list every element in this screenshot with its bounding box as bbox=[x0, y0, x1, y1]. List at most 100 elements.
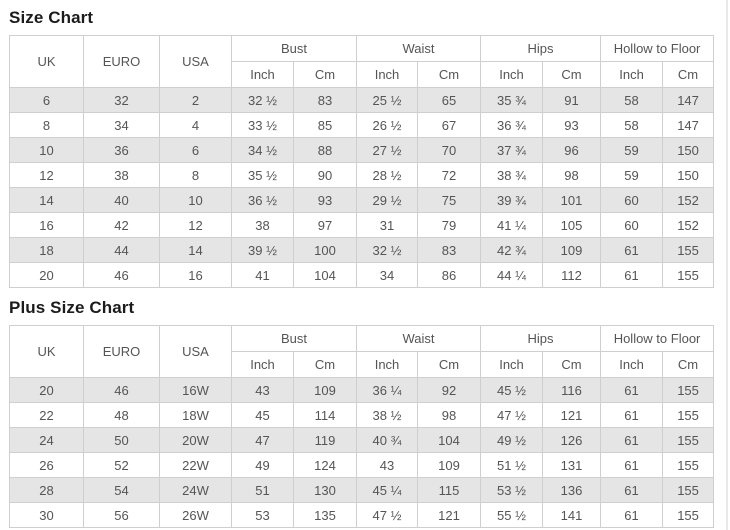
table-cell: 55 ½ bbox=[480, 502, 544, 528]
table-cell: 147 bbox=[662, 112, 715, 138]
table-cell: 54 bbox=[83, 477, 160, 503]
table-cell: 42 bbox=[83, 212, 160, 238]
table-cell: 60 bbox=[600, 187, 664, 213]
table-cell: 60 bbox=[600, 212, 664, 238]
table-row: 14 40 10 36 ½ 93 29 ½ 75 39 ¾ 101 60 152 bbox=[9, 187, 715, 213]
plus-size-chart-table: UK EURO USA Bust Waist Hips Hollow to Fl… bbox=[9, 325, 715, 528]
table-cell: 38 ¾ bbox=[480, 162, 544, 188]
table-cell: 45 bbox=[231, 402, 294, 428]
table-cell: 10 bbox=[9, 137, 84, 163]
size-chart-table: UK EURO USA Bust Waist Hips Hollow to Fl… bbox=[9, 35, 715, 288]
col-group-hollow-to-floor: Hollow to Floor bbox=[600, 35, 715, 62]
table-cell: 61 bbox=[600, 237, 664, 263]
table-cell: 61 bbox=[600, 502, 664, 528]
table-cell: 41 bbox=[231, 262, 294, 288]
table-cell: 141 bbox=[542, 502, 602, 528]
table-cell: 40 bbox=[83, 187, 160, 213]
table-cell: 98 bbox=[417, 402, 482, 428]
table-cell: 150 bbox=[662, 162, 715, 188]
table-cell: 150 bbox=[662, 137, 715, 163]
table-cell: 39 ¾ bbox=[480, 187, 544, 213]
table-cell: 12 bbox=[159, 212, 232, 238]
col-subheader-inch: Inch bbox=[480, 61, 544, 88]
table-cell: 61 bbox=[600, 402, 664, 428]
table-cell: 101 bbox=[542, 187, 602, 213]
table-cell: 88 bbox=[292, 137, 358, 163]
table-cell: 20 bbox=[9, 262, 84, 288]
table-cell: 105 bbox=[542, 212, 602, 238]
table-cell: 109 bbox=[292, 377, 358, 403]
table-cell: 2 bbox=[159, 87, 232, 113]
table-cell: 52 bbox=[83, 452, 160, 478]
table-cell: 36 ½ bbox=[231, 187, 294, 213]
table-cell: 56 bbox=[83, 502, 160, 528]
table-cell: 48 bbox=[83, 402, 160, 428]
table-cell: 20W bbox=[159, 427, 232, 453]
col-subheader-inch: Inch bbox=[600, 61, 664, 88]
table-cell: 100 bbox=[292, 237, 358, 263]
table-cell: 98 bbox=[542, 162, 602, 188]
table-cell: 16 bbox=[159, 262, 232, 288]
table-cell: 152 bbox=[662, 212, 715, 238]
table-cell: 29 ½ bbox=[356, 187, 419, 213]
plus-size-chart-title: Plus Size Chart bbox=[9, 298, 135, 317]
table-cell: 93 bbox=[292, 187, 358, 213]
col-group-waist: Waist bbox=[356, 325, 482, 352]
table-cell: 43 bbox=[231, 377, 294, 403]
table-cell: 41 ¼ bbox=[480, 212, 544, 238]
table-cell: 155 bbox=[662, 262, 715, 288]
table-cell: 155 bbox=[662, 427, 715, 453]
col-subheader-inch: Inch bbox=[480, 351, 544, 378]
col-header-usa: USA bbox=[159, 325, 232, 378]
table-cell: 155 bbox=[662, 477, 715, 503]
col-header-usa: USA bbox=[159, 35, 232, 88]
table-cell: 10 bbox=[159, 187, 232, 213]
table-cell: 61 bbox=[600, 377, 664, 403]
col-header-uk: UK bbox=[9, 35, 84, 88]
col-header-euro: EURO bbox=[83, 325, 160, 378]
col-subheader-inch: Inch bbox=[231, 61, 294, 88]
col-group-waist: Waist bbox=[356, 35, 482, 62]
plus-size-chart-table-body: 20 46 16W 43 109 36 ¼ 92 45 ½ 116 61 155 22 48 18W 45 1… bbox=[9, 377, 715, 528]
table-cell: 96 bbox=[542, 137, 602, 163]
table-row: 20 46 16 41 104 34 86 44 ¼ 112 61 155 bbox=[9, 262, 715, 288]
table-cell: 93 bbox=[542, 112, 602, 138]
col-subheader-inch: Inch bbox=[231, 351, 294, 378]
table-cell: 126 bbox=[542, 427, 602, 453]
table-cell: 115 bbox=[417, 477, 482, 503]
col-subheader-cm: Cm bbox=[542, 61, 602, 88]
table-cell: 18W bbox=[159, 402, 232, 428]
table-cell: 32 ½ bbox=[231, 87, 294, 113]
table-row: 24 50 20W 47 119 40 ¾ 104 49 ½ 126 61 155 bbox=[9, 427, 715, 453]
table-cell: 61 bbox=[600, 452, 664, 478]
col-subheader-cm: Cm bbox=[417, 351, 482, 378]
table-cell: 45 ½ bbox=[480, 377, 544, 403]
col-subheader-cm: Cm bbox=[542, 351, 602, 378]
table-cell: 34 ½ bbox=[231, 137, 294, 163]
table-row: 10 36 6 34 ½ 88 27 ½ 70 37 ¾ 96 59 150 bbox=[9, 137, 715, 163]
col-subheader-cm: Cm bbox=[662, 351, 715, 378]
table-cell: 155 bbox=[662, 402, 715, 428]
table-cell: 22 bbox=[9, 402, 84, 428]
table-cell: 61 bbox=[600, 477, 664, 503]
col-header-euro: EURO bbox=[83, 35, 160, 88]
table-row: 18 44 14 39 ½ 100 32 ½ 83 42 ¾ 109 61 155 bbox=[9, 237, 715, 263]
table-cell: 47 ½ bbox=[480, 402, 544, 428]
col-header-uk: UK bbox=[9, 325, 84, 378]
table-cell: 49 ½ bbox=[480, 427, 544, 453]
col-group-hollow-to-floor: Hollow to Floor bbox=[600, 325, 715, 352]
table-cell: 47 ½ bbox=[356, 502, 419, 528]
col-subheader-inch: Inch bbox=[356, 61, 419, 88]
table-cell: 58 bbox=[600, 112, 664, 138]
table-cell: 35 ¾ bbox=[480, 87, 544, 113]
table-row: 26 52 22W 49 124 43 109 51 ½ 131 61 155 bbox=[9, 452, 715, 478]
table-cell: 18 bbox=[9, 237, 84, 263]
table-cell: 4 bbox=[159, 112, 232, 138]
table-cell: 42 ¾ bbox=[480, 237, 544, 263]
table-row: 20 46 16W 43 109 36 ¼ 92 45 ½ 116 61 155 bbox=[9, 377, 715, 403]
table-cell: 37 ¾ bbox=[480, 137, 544, 163]
table-cell: 25 ½ bbox=[356, 87, 419, 113]
table-cell: 147 bbox=[662, 87, 715, 113]
table-row: 8 34 4 33 ½ 85 26 ½ 67 36 ¾ 93 58 147 bbox=[9, 112, 715, 138]
